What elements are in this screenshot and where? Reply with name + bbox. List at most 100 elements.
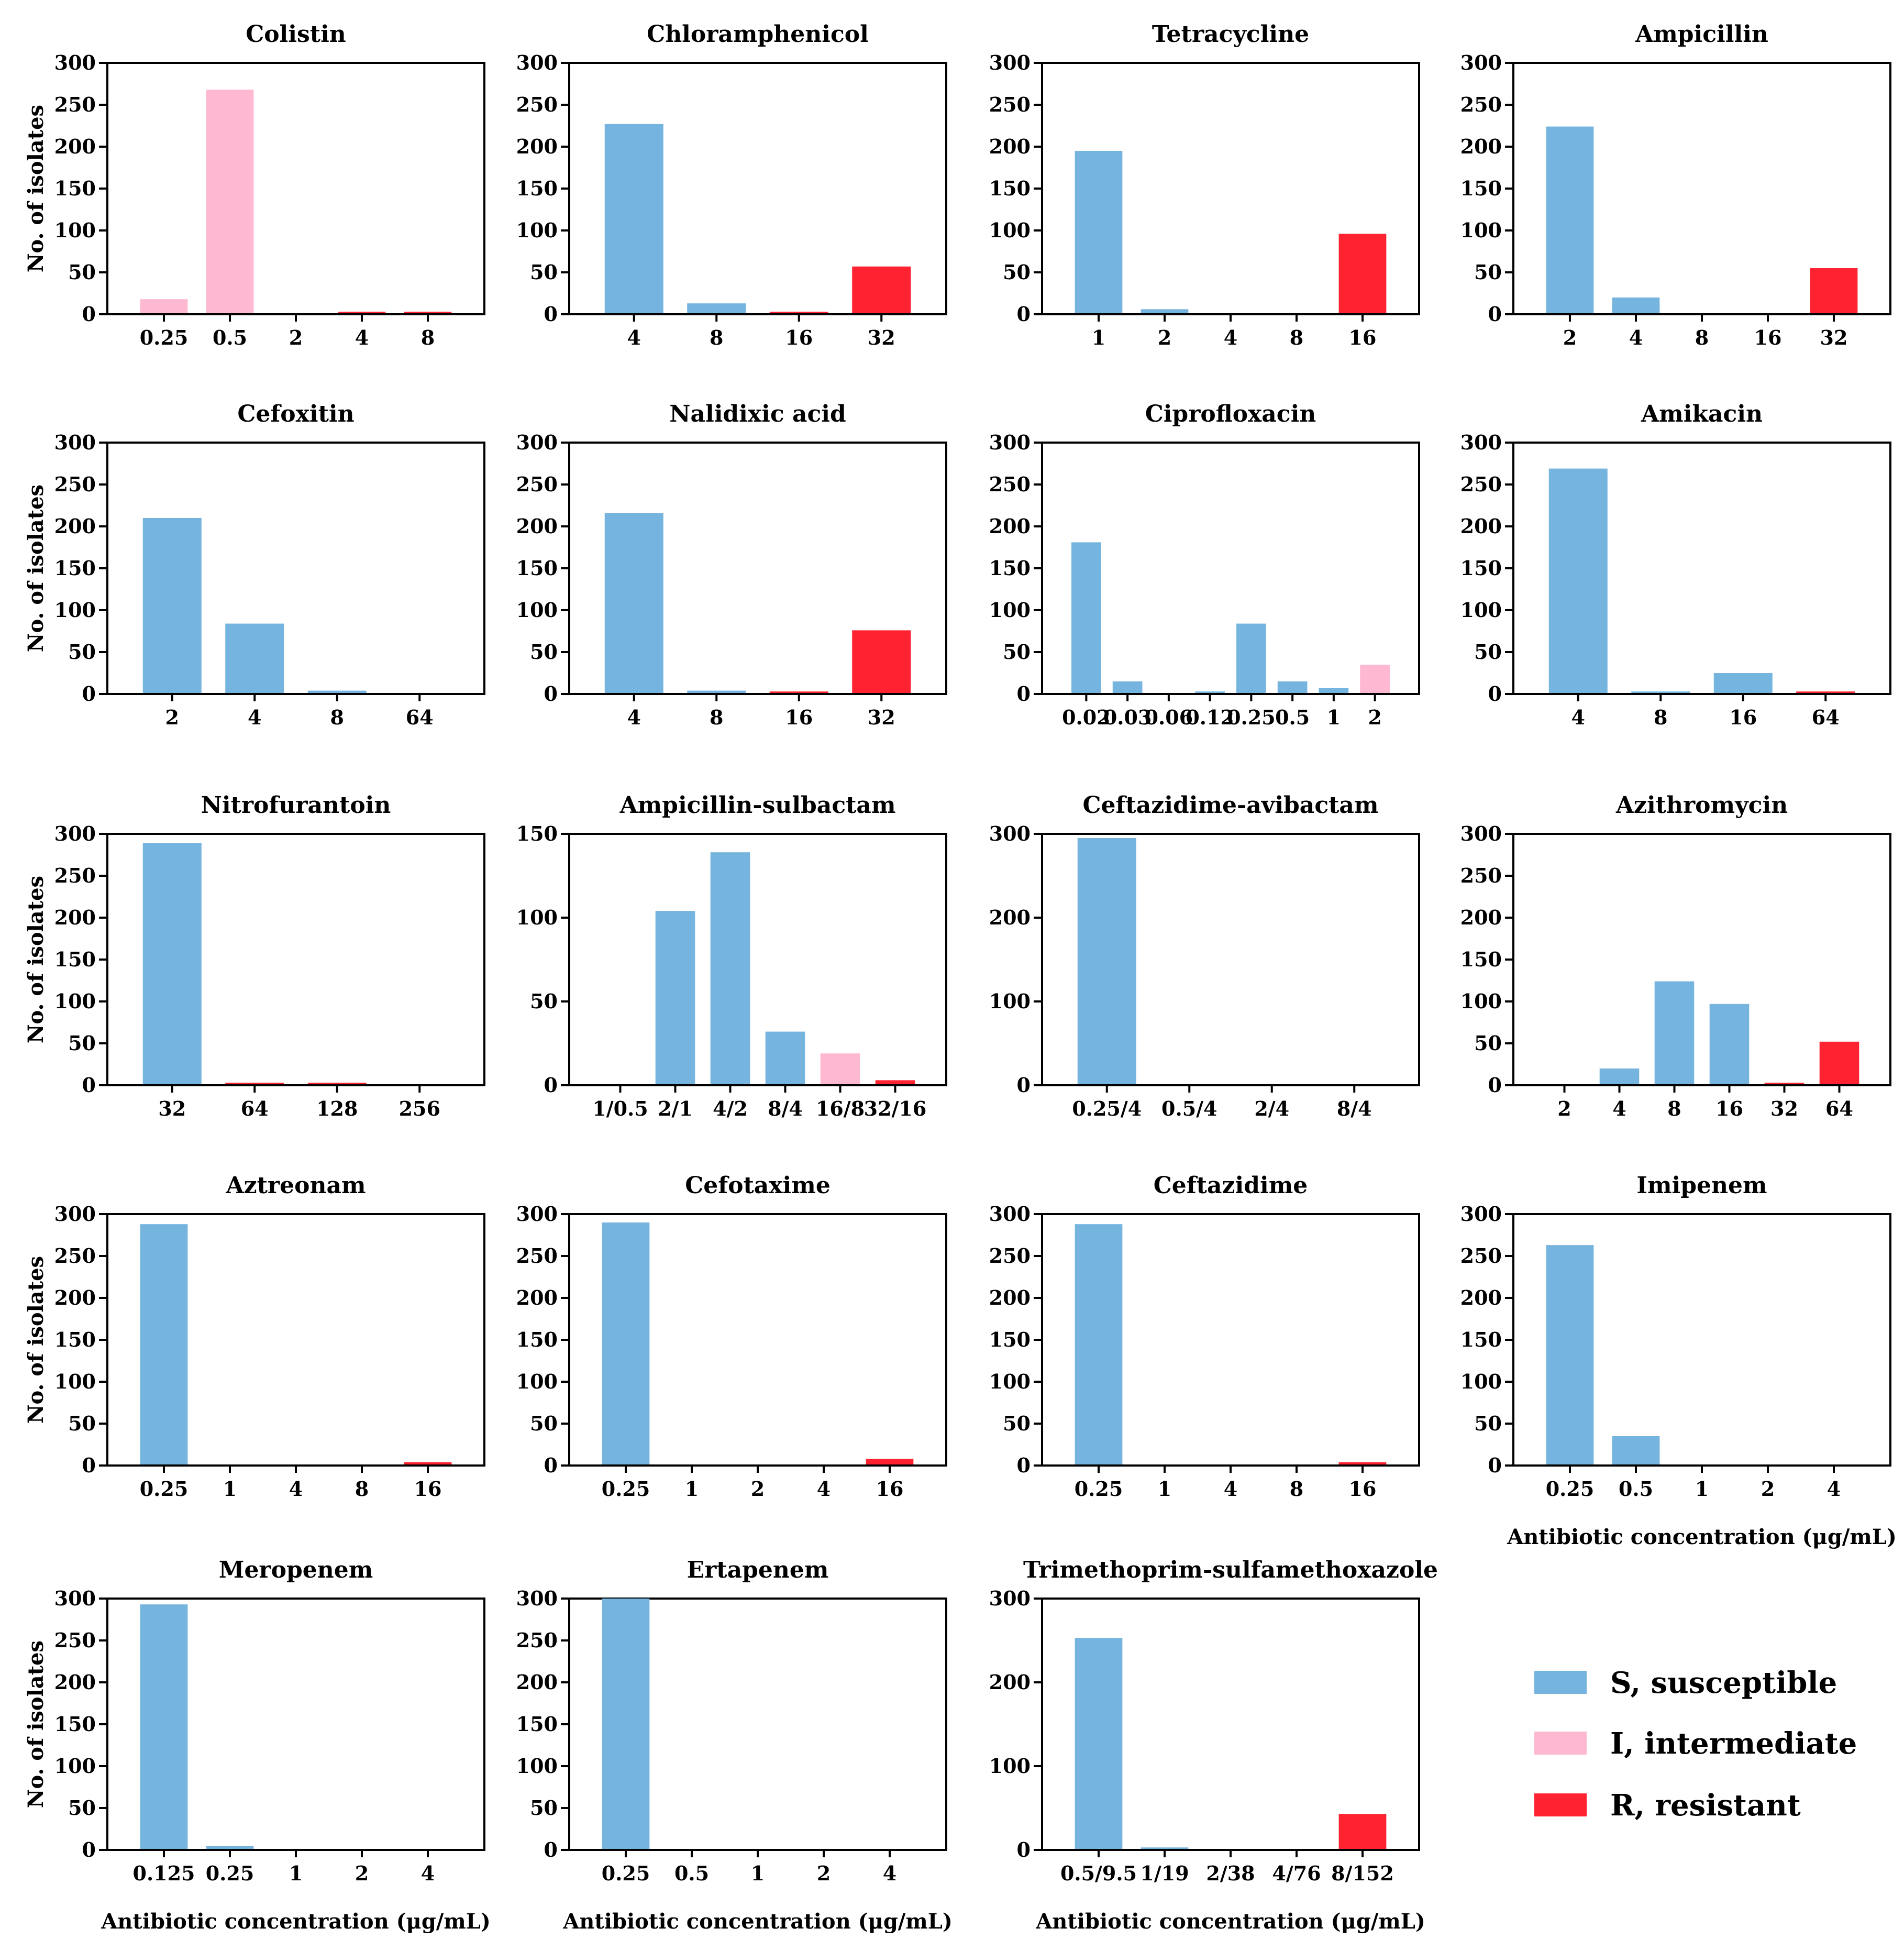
chart-title: Ciprofloxacin [1145,401,1316,427]
x-tick-label: 4 [1224,326,1237,349]
x-tick-label: 2 [751,1477,765,1501]
y-tick-label: 150 [54,556,96,580]
x-tick-label: 0.25 [602,1861,650,1885]
chart-title: Chloramphenicol [647,21,869,48]
y-tick-label: 50 [530,260,558,284]
y-tick-label: 250 [516,1628,558,1652]
chart-title: Ampicillin [1635,21,1768,48]
x-tick-label: 16 [414,1477,442,1501]
y-tick-label: 150 [54,177,96,200]
x-tick-label: 2 [289,326,303,349]
y-tick-label: 150 [54,1712,96,1736]
y-tick-label: 200 [1460,1286,1502,1309]
y-tick-label: 0 [82,1838,96,1861]
y-tick-label: 150 [516,1328,558,1351]
bar-ampicillin-sulbactam-8-4 [765,1031,805,1084]
x-tick-label: 4 [421,1861,435,1885]
x-tick-label: 0.25 [1227,706,1276,729]
x-tick-label: 1 [289,1861,303,1885]
chart-title: Trimethoprim-sulfamethoxazole [1023,1557,1438,1583]
chart-title: Colistin [246,21,346,48]
bar-ceftazidime-0-25 [1075,1224,1123,1464]
bar-aztreonam-0-25 [140,1224,188,1464]
y-tick-label: 200 [54,514,96,538]
bar-ciprofloxacin-1 [1319,688,1349,693]
y-axis-label: No. of isolates [24,1640,48,1808]
x-tick-label: 0.03 [1103,706,1152,729]
bar-ciprofloxacin-0-12 [1195,691,1225,693]
y-tick-label: 150 [1460,556,1502,580]
bar-meropenem-0-125 [140,1604,188,1849]
bar-ampicillin-4 [1612,298,1660,313]
x-axis-label: Antibiotic concentration (μg/mL) [1035,1909,1425,1934]
y-tick-label: 300 [54,1587,96,1610]
bar-ertapenem-0-25 [602,1599,650,1849]
x-tick-label: 128 [316,1097,358,1120]
x-tick-label: 0.125 [133,1861,195,1885]
bar-ampicillin-sulbactam-16-8 [820,1053,860,1084]
x-tick-label: 0.25/4 [1072,1097,1142,1120]
x-tick-label: 8/4 [768,1097,803,1120]
chart-ampicillin-sulbactam: Ampicillin-sulbactam 0 50 100 150 1/0.5 2/1 4/2… [516,792,947,1120]
chart-title: Cefotaxime [685,1172,831,1199]
y-tick-label: 100 [989,1754,1031,1778]
legend-item-s-susceptible: S, susceptible [1534,1666,1837,1700]
y-tick-label: 150 [989,1328,1031,1351]
bar-ampicillin-sulbactam-2-1 [655,911,695,1084]
bar-tetracycline-1 [1075,151,1123,313]
y-tick-label: 100 [1460,218,1502,242]
y-axis-label: No. of isolates [24,876,48,1043]
x-tick-label: 8 [710,326,723,349]
plot-frame [568,833,947,1086]
y-tick-label: 150 [1460,1328,1502,1351]
y-tick-label: 0 [82,682,96,706]
y-tick-label: 50 [1003,260,1031,284]
bar-tetracycline-2 [1141,309,1189,313]
y-tick-label: 150 [1460,948,1502,971]
y-tick-label: 0 [544,1838,558,1861]
x-tick-label: 0.25 [1546,1477,1595,1501]
y-tick-label: 50 [530,640,558,664]
chart-title: Imipenem [1636,1172,1767,1199]
y-tick-label: 250 [54,1628,96,1652]
x-tick-label: 16/8 [816,1097,865,1120]
bar-azithromycin-64 [1819,1041,1859,1084]
y-tick-label: 0 [1488,302,1502,326]
chart-ciprofloxacin: Ciprofloxacin0501001502002503000.020.030… [989,401,1420,729]
bar-ciprofloxacin-2 [1360,665,1390,693]
y-tick-label: 0 [1017,682,1031,706]
y-tick-label: 50 [1003,640,1031,664]
y-tick-label: 50 [68,1031,96,1055]
x-tick-label: 16 [1729,706,1757,729]
x-tick-label: 0.25 [140,326,189,349]
x-tick-label: 0.5/4 [1161,1097,1217,1120]
y-tick-label: 0 [82,302,96,326]
y-tick-label: 0 [544,682,558,706]
x-tick-label: 16 [876,1477,904,1501]
y-tick-label: 0 [544,1453,558,1477]
bar-amikacin-64 [1796,691,1855,693]
y-tick-label: 100 [989,598,1031,622]
bar-ciprofloxacin-0-03 [1112,681,1143,693]
y-tick-label: 150 [516,177,558,200]
legend-item-i-intermediate: I, intermediate [1534,1726,1857,1761]
x-tick-label: 2 [165,706,179,729]
bar-cefotaxime-0-25 [602,1222,650,1464]
y-tick-label: 250 [54,472,96,496]
legend-label: R, resistant [1610,1788,1801,1823]
bar-cefoxitin-8 [307,690,367,693]
y-tick-label: 300 [516,1202,558,1226]
bar-ciprofloxacin-0-25 [1236,623,1266,693]
x-tick-label: 4/2 [713,1097,748,1120]
bar-ceftazidime-16 [1338,1462,1387,1464]
bar-colistin-0-5 [206,90,254,313]
x-tick-label: 0.5 [674,1861,709,1885]
bar-nalidixic-acid-32 [852,630,911,693]
bar-ampicillin-sulbactam-4-2 [710,852,750,1084]
x-tick-label: 1 [685,1477,699,1501]
x-tick-label: 32 [1820,326,1848,349]
x-tick-label: 8 [421,326,435,349]
y-tick-label: 0 [1017,1838,1031,1861]
x-tick-label: 0.12 [1186,706,1234,729]
